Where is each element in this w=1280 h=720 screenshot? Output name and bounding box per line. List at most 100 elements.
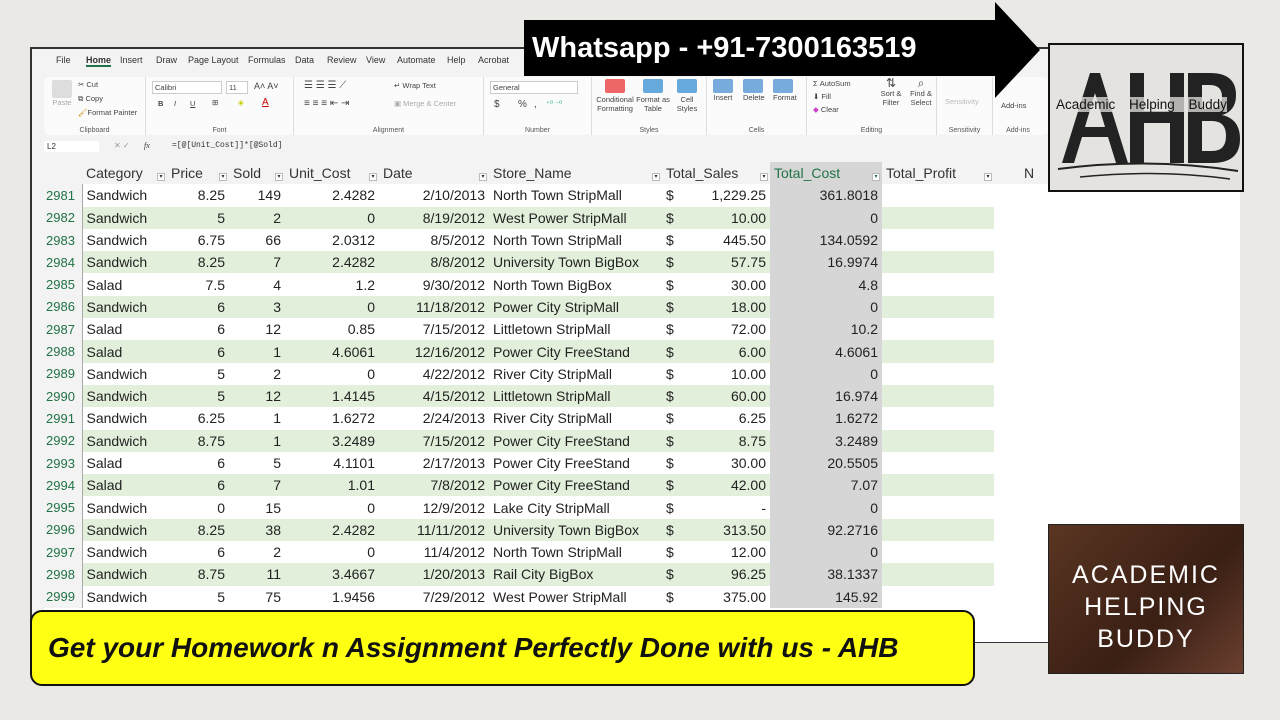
cell[interactable]: Salad (82, 474, 167, 497)
format-painter-button[interactable]: 🖌Format Painter (78, 108, 138, 117)
row-number[interactable]: 2990 (44, 384, 83, 408)
cell[interactable]: 60.00 (682, 384, 770, 408)
cell[interactable]: 2 (273, 544, 281, 561)
copy-button[interactable]: ⧉ Copy (78, 94, 103, 103)
cell[interactable]: $ (662, 340, 682, 363)
cell-empty[interactable] (994, 207, 1064, 229)
row-number[interactable]: 2997 (44, 541, 83, 564)
cell[interactable]: Power City StripMall (489, 295, 662, 319)
cell-empty[interactable] (882, 586, 994, 608)
cell-empty[interactable] (882, 452, 994, 474)
vertical-align-icons[interactable]: ☰ ☰ ☰ ⟋ (304, 80, 347, 91)
cell[interactable]: 0 (367, 499, 375, 516)
cell[interactable]: 7.07 (770, 474, 882, 497)
cell[interactable]: 15 (265, 499, 281, 516)
cell[interactable]: $ (666, 455, 674, 471)
cell[interactable]: 0 (367, 365, 375, 382)
cell[interactable]: 313.50 (682, 518, 770, 542)
cell[interactable]: 7 (229, 251, 285, 274)
cell[interactable]: 8.75 (167, 563, 229, 586)
cell[interactable]: 361.8018 (770, 184, 882, 207)
cell[interactable]: 1 (229, 340, 285, 363)
fill-button[interactable]: ⬇ Fill (813, 92, 831, 101)
cell[interactable]: $ (666, 232, 674, 249)
cell-empty[interactable] (1064, 363, 1134, 385)
cell[interactable]: $ (662, 518, 682, 542)
cell[interactable]: 8.25 (197, 187, 225, 204)
cell[interactable]: $ (662, 384, 682, 408)
clear-button[interactable]: ◆ Clear (813, 105, 839, 114)
cell-empty[interactable] (1064, 296, 1134, 318)
row-number[interactable]: 2991 (44, 407, 83, 430)
name-box[interactable]: L2 (44, 141, 99, 152)
cell[interactable]: North Town StripMall (493, 232, 622, 249)
cell[interactable]: $ (666, 588, 674, 605)
cell-empty[interactable] (1064, 340, 1134, 362)
cell-empty[interactable] (994, 340, 1064, 362)
cell[interactable]: 1.01 (285, 474, 379, 497)
cell-empty[interactable] (1064, 407, 1134, 429)
cell[interactable]: 0 (285, 206, 379, 229)
cell[interactable]: 11 (229, 563, 285, 586)
menu-view[interactable]: View (366, 55, 386, 65)
cell[interactable]: 3.2489 (285, 429, 379, 452)
cell-empty[interactable] (1134, 474, 1204, 496)
cell[interactable]: 1.6272 (332, 410, 375, 427)
cell[interactable]: West Power StripMall (489, 206, 662, 229)
row-number[interactable]: 2996 (44, 518, 83, 542)
cell-empty[interactable] (882, 340, 994, 363)
cell[interactable]: 6 (217, 321, 225, 338)
cell[interactable]: 2.4282 (332, 187, 375, 204)
cell[interactable]: $ (666, 499, 674, 516)
cell[interactable]: 6.25 (738, 410, 766, 427)
cell[interactable]: 4 (273, 276, 281, 293)
menu-help[interactable]: Help (447, 55, 466, 65)
cell-styles-button[interactable]: Cell Styles (672, 79, 702, 113)
cell[interactable]: Salad (86, 455, 123, 471)
filter-dropdown-icon[interactable]: ▾ (157, 173, 165, 182)
cell[interactable]: 4.6061 (770, 340, 882, 363)
delete-cells-button[interactable]: Delete (743, 79, 765, 102)
filter-dropdown-icon[interactable]: ▾ (369, 173, 377, 182)
font-name-dropdown[interactable]: Calibri (152, 81, 222, 94)
cell[interactable]: Sandwich (86, 588, 148, 605)
percent-button[interactable]: % (518, 99, 527, 110)
menu-data[interactable]: Data (295, 55, 315, 65)
cell[interactable]: 6.00 (682, 340, 770, 363)
cell-empty[interactable] (1134, 385, 1204, 407)
cell[interactable]: Sandwich (86, 365, 148, 382)
cell[interactable]: Power City FreeStand (489, 340, 662, 363)
row-number[interactable]: 2998 (44, 563, 83, 586)
cell-empty[interactable] (882, 541, 994, 563)
column-header-total-sales[interactable]: Total_Sales ▾ (662, 162, 770, 185)
cell[interactable]: 2/24/2013 (422, 410, 485, 427)
cell-empty[interactable] (1064, 318, 1134, 340)
column-header-store-name[interactable]: Store_Name ▾ (489, 162, 662, 185)
cell[interactable]: Power City FreeStand (489, 429, 662, 452)
row-number[interactable]: 2986 (44, 295, 83, 319)
cell[interactable]: 7.5 (205, 276, 225, 293)
cell-empty[interactable] (994, 251, 1064, 273)
cell[interactable]: 12/16/2012 (379, 340, 489, 363)
cell[interactable]: Rail City BigBox (489, 563, 662, 586)
cell[interactable]: 0 (770, 206, 882, 229)
cell-empty[interactable] (1064, 430, 1134, 452)
cell[interactable]: 8/19/2012 (379, 206, 489, 229)
cell[interactable]: 0.85 (347, 321, 375, 338)
menu-review[interactable]: Review (327, 55, 357, 65)
row-number[interactable]: 2993 (44, 451, 83, 475)
addins-button[interactable]: Add-ins (1001, 101, 1027, 110)
number-format-dropdown[interactable]: General (490, 81, 578, 94)
bold-button[interactable]: B (158, 99, 164, 108)
cell[interactable]: 10.00 (682, 206, 770, 229)
cell[interactable]: $ (666, 187, 674, 204)
column-header-price[interactable]: Price ▾ (167, 162, 229, 185)
cell[interactable]: Sandwich (82, 518, 167, 542)
menu-automate[interactable]: Automate (397, 55, 436, 65)
cell[interactable]: 6.25 (197, 410, 225, 427)
cell[interactable]: River City StripMall (493, 410, 613, 427)
column-header-total-cost[interactable]: Total_Cost ▾ (770, 162, 882, 185)
cell-empty[interactable] (994, 318, 1064, 340)
cell[interactable]: $ (666, 321, 674, 338)
filter-dropdown-icon[interactable]: ▾ (652, 173, 660, 182)
